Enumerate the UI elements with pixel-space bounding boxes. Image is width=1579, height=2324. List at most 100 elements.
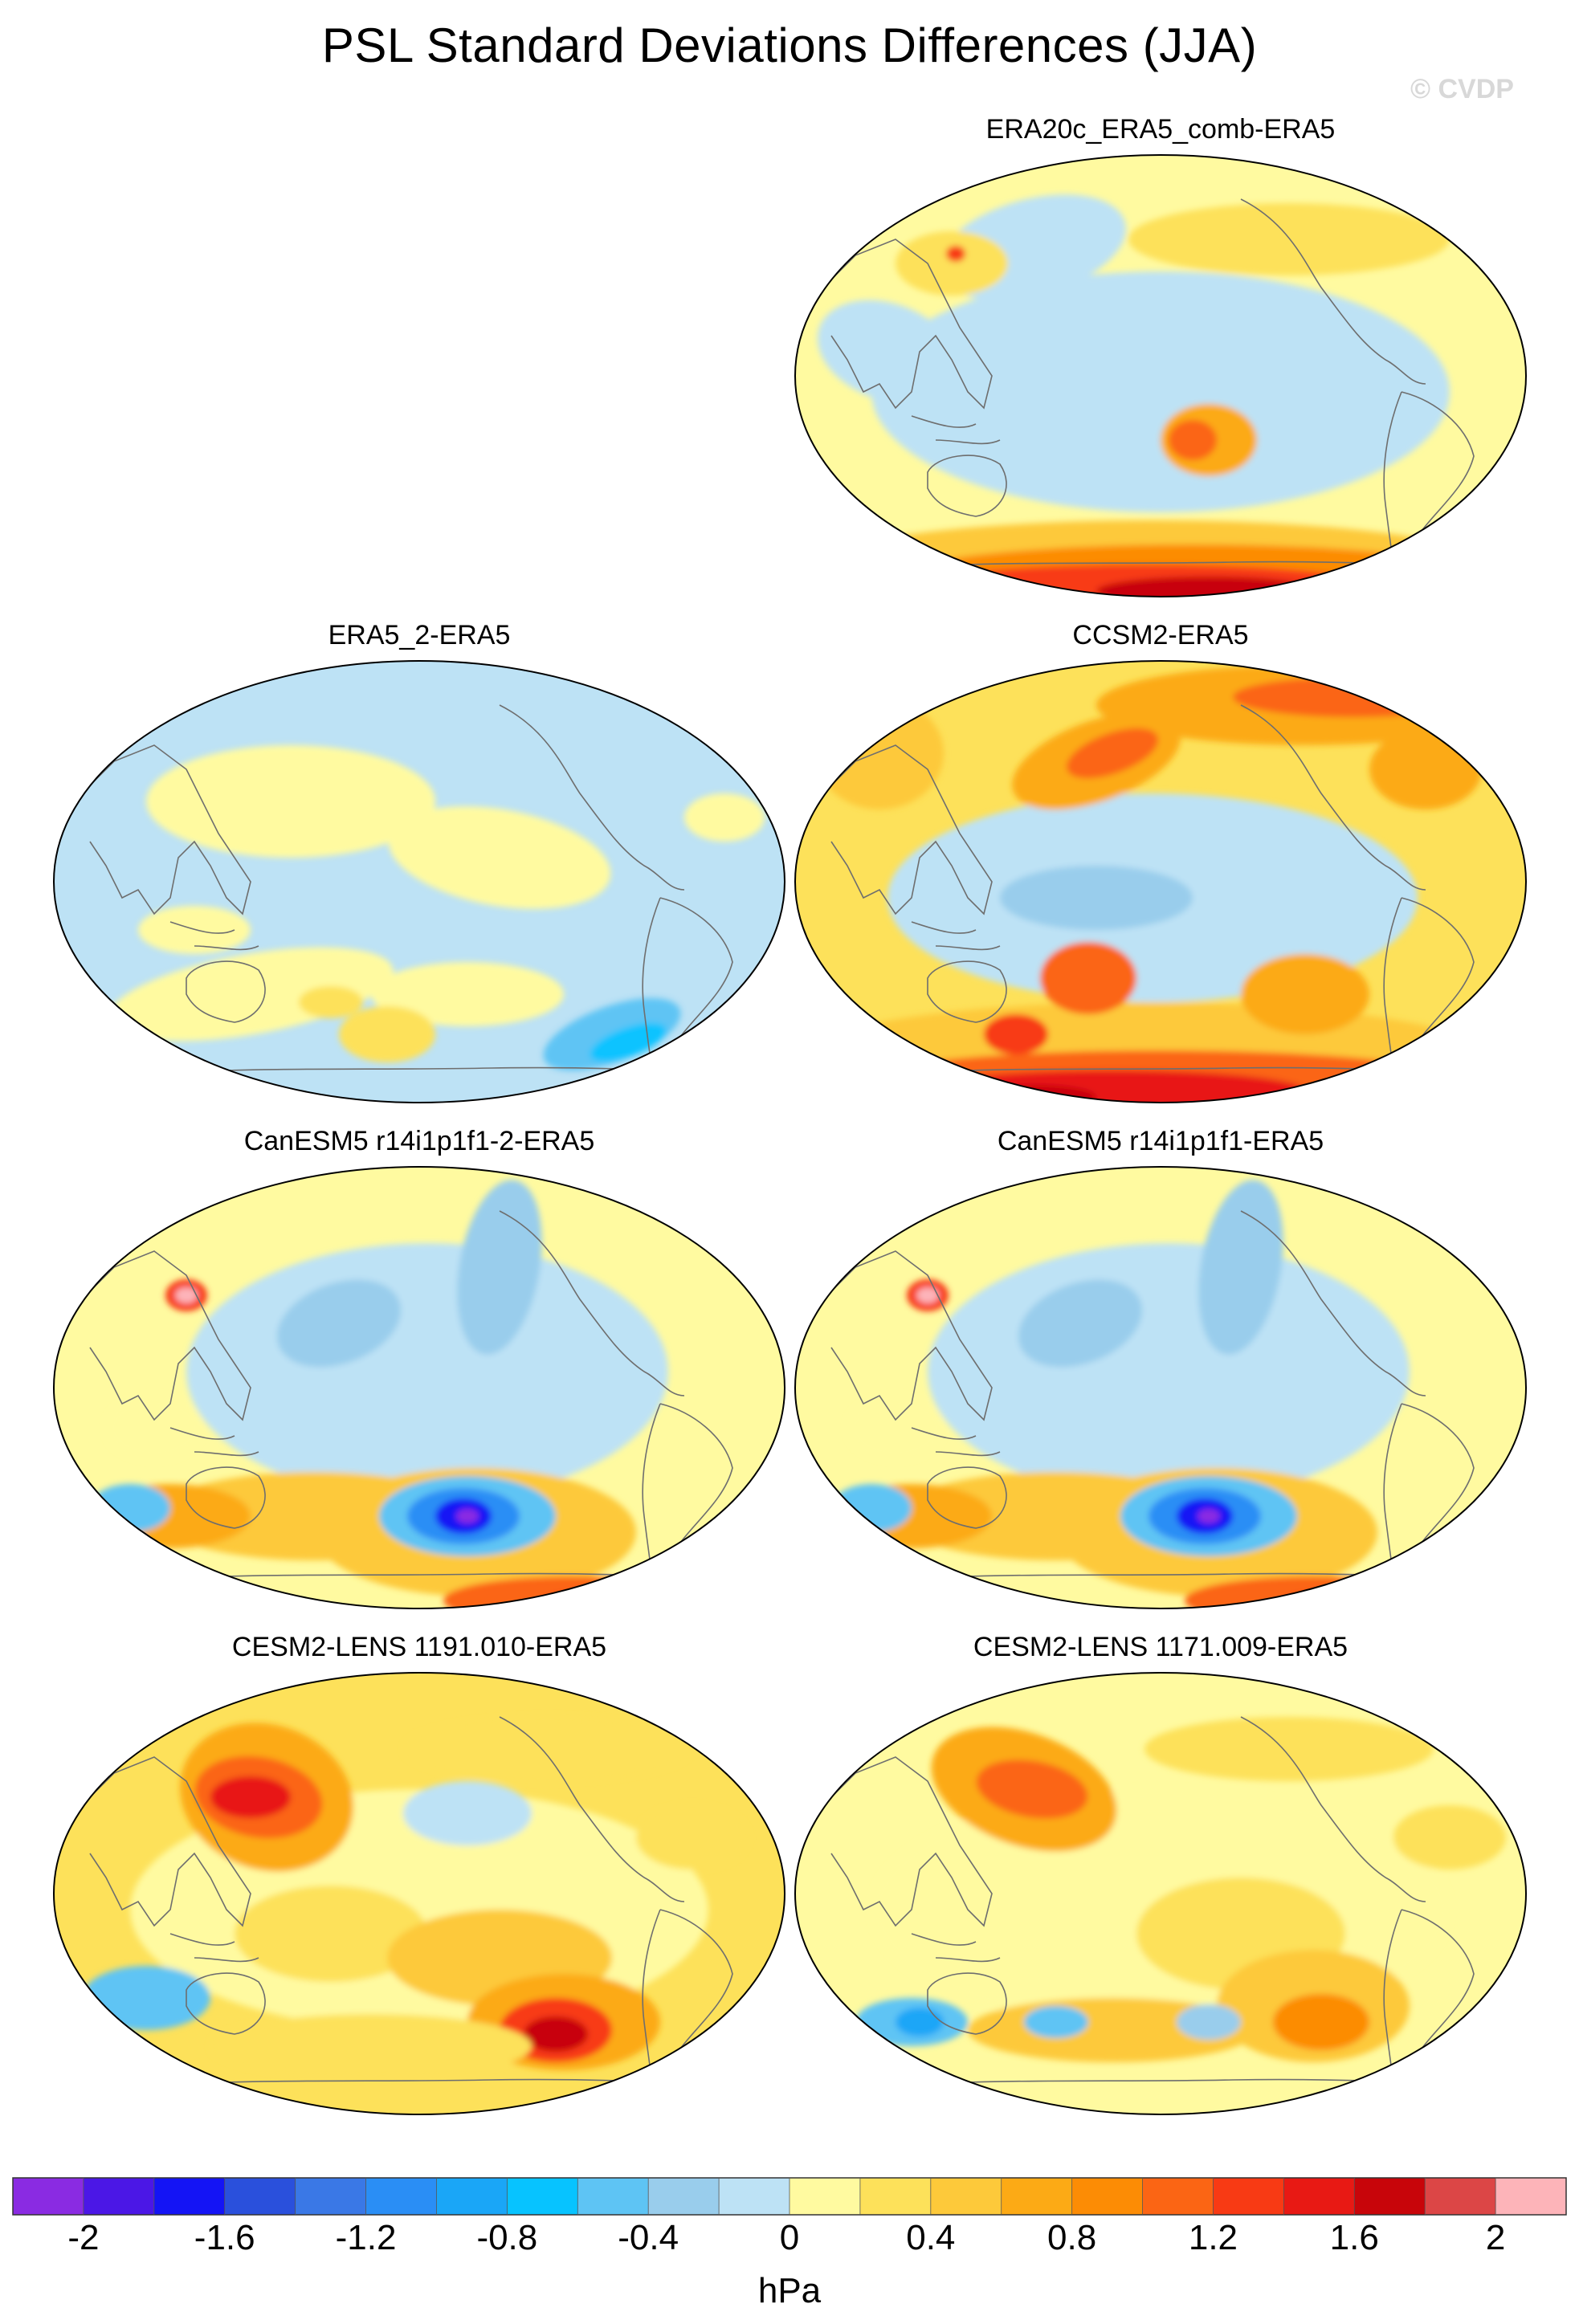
contour-region	[1369, 729, 1482, 809]
coastline	[169, 921, 266, 1023]
contour-region	[920, 1070, 1305, 1103]
panel-title-era20c: ERA20c_ERA5_comb-ERA5	[985, 114, 1336, 145]
contour-region	[896, 231, 1008, 296]
map-cesm2-1171	[794, 1672, 1527, 2115]
colorbar-swatch	[790, 2178, 861, 2215]
contour-region	[524, 2016, 588, 2052]
contour-region	[186, 1243, 668, 1500]
contour-region	[847, 1396, 944, 1460]
colorbar-swatch	[648, 2178, 720, 2215]
contour-region	[684, 793, 765, 842]
contour-region	[339, 1006, 435, 1062]
map-border	[794, 660, 1527, 1103]
coastline	[499, 1210, 685, 1396]
contour-region	[1128, 203, 1450, 275]
colorbar-tick-label: 2	[1485, 2218, 1506, 2257]
colorbar-swatch	[1283, 2178, 1355, 2215]
contour-region	[1198, 1509, 1220, 1523]
colorbar-swatch	[507, 2178, 578, 2215]
contour-region	[636, 1805, 749, 1869]
coastline	[911, 1933, 1007, 2035]
map-border	[53, 1166, 785, 1609]
contour-region	[456, 1509, 479, 1523]
contour-region	[1000, 866, 1193, 930]
contour-region	[1393, 1805, 1506, 1869]
coastline	[81, 1250, 251, 1421]
colorbar-tick-label: 1.2	[1188, 2218, 1238, 2257]
colorbar-swatch	[1425, 2178, 1496, 2215]
coastline	[822, 1756, 993, 1927]
contour-region	[1066, 728, 1159, 779]
coastline	[81, 744, 251, 915]
contour-region	[1018, 1279, 1143, 1368]
map-era5-2	[53, 660, 785, 1103]
contour-region	[276, 1279, 402, 1368]
colorbar-tick-label: -1.6	[194, 2218, 255, 2257]
panel-title-canesm5: CanESM5 r14i1p1f1-ERA5	[997, 1126, 1324, 1156]
contour-region	[1273, 1994, 1369, 2050]
contour-region	[1281, 1590, 1410, 1608]
coastline	[169, 1427, 266, 1529]
colorbar-tick-label: -2	[67, 2218, 100, 2257]
coastline	[1240, 1210, 1426, 1396]
page-title: PSL Standard Deviations Differences (JJA…	[321, 18, 1258, 72]
coastline	[499, 1716, 685, 1902]
colorbar-swatch	[153, 2178, 226, 2215]
contour-region	[1233, 677, 1474, 717]
cvdp-watermark: © CVDP	[1410, 74, 1514, 104]
map-border	[794, 1166, 1527, 1609]
contour-region	[1096, 577, 1321, 597]
panel-title-canesm5-2: CanESM5 r14i1p1f1-2-ERA5	[243, 1126, 595, 1156]
colorbar-tick-label: 0.4	[906, 2218, 956, 2257]
map-border	[53, 660, 785, 1103]
contour-region	[443, 1576, 700, 1608]
colorbar-tick-label: -1.2	[335, 2218, 397, 2257]
contour-region	[831, 1484, 912, 1532]
map-border	[794, 154, 1527, 597]
contour-region	[984, 1014, 1048, 1054]
panel-title-cesm2-1191: CESM2-LENS 1191.010-ERA5	[231, 1632, 607, 1662]
contour-region	[1185, 1576, 1442, 1608]
coastline	[1240, 1716, 1426, 1902]
contour-region	[403, 1717, 692, 1781]
panel-title-era5-2: ERA5_2-ERA5	[328, 620, 511, 650]
coastline	[1240, 198, 1426, 385]
coastline	[911, 415, 1007, 517]
colorbar-swatch	[436, 2178, 508, 2215]
colorbar-swatch	[1071, 2178, 1144, 2215]
coastline	[822, 744, 993, 915]
contour-region	[403, 1781, 532, 1845]
contour-region	[90, 1484, 170, 1532]
map-border	[794, 1672, 1527, 2115]
colorbar-swatch	[1354, 2178, 1426, 2215]
contour-region	[871, 271, 1450, 512]
coastline	[911, 1427, 1007, 1529]
contour-region	[817, 300, 958, 404]
contour-region	[928, 1243, 1410, 1500]
contour-region	[299, 986, 363, 1018]
colorbar-tick-label: 1.6	[1329, 2218, 1379, 2257]
colorbar-swatch	[1001, 2178, 1073, 2215]
contour-region	[235, 1886, 427, 1982]
colorbar-swatch	[1142, 2178, 1214, 2215]
contour-region	[82, 1966, 210, 2030]
map-border	[53, 1672, 785, 2115]
contour-region	[1177, 2004, 1241, 2040]
coastline	[499, 704, 685, 891]
contour-region	[1040, 942, 1136, 1014]
map-ccsm2	[794, 660, 1527, 1103]
contour-region	[146, 745, 435, 858]
colorbar-tick-label: -0.8	[476, 2218, 538, 2257]
coastline	[822, 239, 993, 410]
contour-region	[175, 1287, 198, 1303]
colorbar-swatch	[1213, 2178, 1284, 2215]
contour-region	[946, 246, 965, 262]
coastline	[81, 1756, 251, 1927]
contour-region	[540, 1590, 668, 1608]
contour-region	[371, 962, 564, 1026]
colorbar-swatch	[224, 2178, 296, 2215]
colorbar-swatch	[859, 2178, 932, 2215]
colorbar-swatch	[719, 2178, 790, 2215]
panel-title-ccsm2: CCSM2-ERA5	[1072, 620, 1249, 650]
colorbar-swatch	[1495, 2178, 1567, 2215]
